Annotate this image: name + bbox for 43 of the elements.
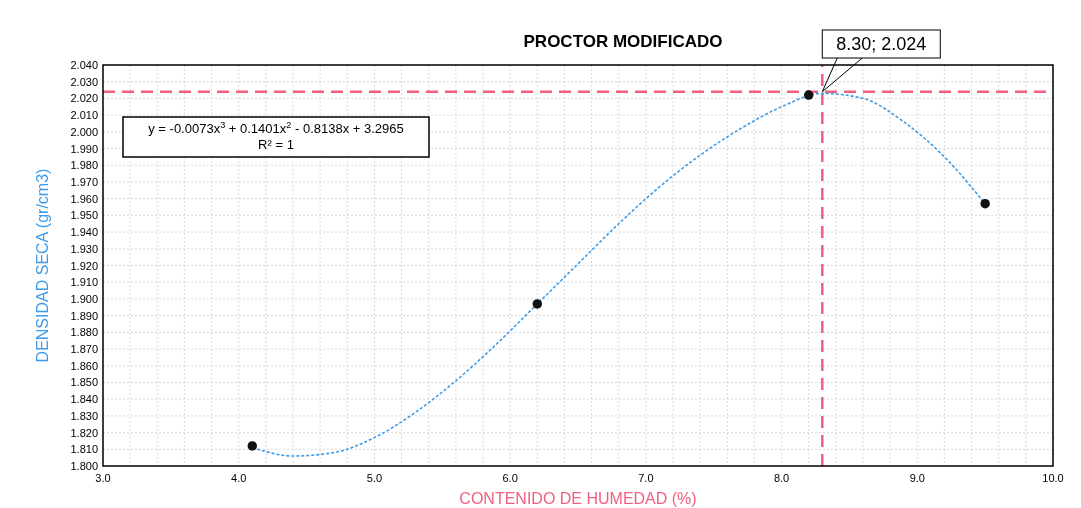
point — [803, 90, 814, 100]
x-axis-title: CONTENIDO DE HUMEDAD (%) — [459, 490, 697, 507]
y-tick-label: 2.030 — [70, 75, 98, 88]
y-tick-label: 1.840 — [70, 393, 98, 406]
y-tick-label: 1.900 — [70, 292, 98, 305]
x-tick-label: 9.0 — [909, 472, 925, 484]
y-tick-label: 1.870 — [70, 343, 98, 356]
y-tick-label: 1.850 — [70, 376, 98, 389]
point — [247, 441, 258, 451]
y-tick-label: 2.010 — [70, 109, 98, 122]
y-tick-label: 1.980 — [70, 159, 98, 172]
y-tick-label: 2.040 — [70, 59, 98, 71]
y-tick-label: 1.890 — [70, 309, 98, 322]
y-tick-label: 1.950 — [70, 209, 98, 222]
y-tick-label: 1.930 — [70, 242, 98, 255]
y-tick-label: 1.970 — [70, 175, 98, 188]
x-tick-label: 3.0 — [95, 472, 111, 484]
x-tick-label: 7.0 — [638, 472, 654, 484]
y-tick-label: 1.940 — [70, 226, 98, 239]
x-tick-label: 6.0 — [502, 472, 518, 484]
y-tick-label: 1.910 — [70, 276, 98, 289]
y-tick-label: 2.000 — [70, 125, 98, 138]
annotation: 8.30; 2.024 — [836, 34, 927, 54]
x-tick-label: 5.0 — [366, 472, 383, 484]
y-tick-label: 1.820 — [70, 426, 98, 439]
y-tick-label: 1.800 — [70, 460, 98, 472]
y-tick-label: 1.810 — [70, 443, 98, 456]
y-tick-label: 1.880 — [70, 326, 98, 339]
equation-box: y = -0.0073x$^{3}$ + 0.1401x$^{2}$ - 0.8138x + 3.2965 R² = 1 — [122, 116, 430, 158]
x-tick-label: 10.0 — [1042, 472, 1064, 484]
y-tick-label: 1.960 — [70, 192, 98, 205]
x-tick-label: 4.0 — [231, 472, 247, 484]
point — [532, 299, 543, 309]
y-tick-label: 1.990 — [70, 142, 98, 155]
y-tick-label: 2.020 — [70, 92, 98, 105]
y-tick-label: 1.920 — [70, 259, 98, 272]
annotation: y = -0.0073x$^{3}$ + 0.1401x$^{2}$ - 0.8138x + 3.2965 R² = 1 — [148, 120, 404, 152]
y-tick-label: 1.860 — [70, 359, 98, 372]
y-tick-label: 1.830 — [70, 409, 98, 422]
y-axis-title: DENSIDAD SECA (gr/cm3) — [34, 168, 51, 363]
chart-title: PROCTOR MODIFICADO — [523, 32, 723, 51]
x-tick-label: 8.0 — [773, 472, 790, 484]
point — [980, 198, 990, 209]
